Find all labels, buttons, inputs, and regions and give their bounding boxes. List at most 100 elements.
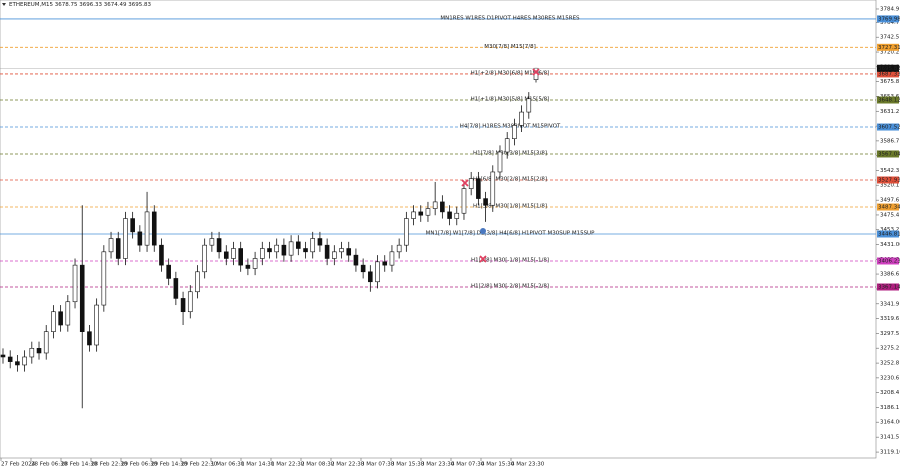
- y-tick-label: 3431.00: [880, 242, 900, 248]
- level-price-box: [877, 15, 899, 23]
- candle-body: [360, 264, 366, 273]
- candle-body: [87, 331, 92, 346]
- level-price-box: [877, 96, 899, 104]
- y-tick-label: 3520.1: [880, 183, 899, 189]
- y-tick-label: 3297.5: [880, 331, 900, 337]
- candle-body: [166, 264, 171, 279]
- candle-body: [51, 311, 56, 332]
- candle-body: [115, 238, 121, 259]
- candle-body: [108, 238, 114, 253]
- y-tick-label: 3784.9: [880, 6, 900, 12]
- candle-body: [440, 201, 445, 213]
- candle-body: [461, 188, 467, 214]
- y-tick-label: 3186.1: [880, 405, 899, 411]
- level-text: H1[+2/8] M30[6/8] M15[6/8]: [471, 70, 550, 76]
- candle-body: [454, 212, 460, 219]
- x-tick-label: 29 Feb 06:30: [121, 462, 158, 468]
- y-tick-label: 3475.4: [880, 212, 900, 218]
- y-tick-label: 3542.3: [880, 168, 900, 174]
- candle-body: [238, 248, 243, 266]
- candle-body: [101, 251, 107, 306]
- x-tick-label: 4 Mar 23:30: [511, 462, 545, 468]
- x-tick-label: 27 Feb 2024: [1, 462, 36, 468]
- candle-body: [231, 248, 236, 259]
- y-tick-label: 3141.5: [880, 435, 900, 441]
- level-text: H1[+1/8] M30[5/8] M15[5/8]: [471, 97, 550, 103]
- x-tick-label: 28 Feb 06:30: [31, 462, 68, 468]
- candle-body: [72, 264, 78, 303]
- level-price-box: [877, 123, 899, 131]
- level-text: MN1RES W1RES D1PIVOT H4RES M30RES M15RES: [440, 15, 580, 21]
- y-tick-label: 3275.2: [880, 346, 899, 352]
- level-price-label: 3527.93: [878, 177, 900, 183]
- y-tick-label: 3631.2: [880, 109, 899, 115]
- level-price-label: 3487.34: [878, 205, 900, 211]
- candle-body: [7, 356, 13, 362]
- candle-body: [382, 261, 388, 266]
- candle-body: [468, 178, 474, 189]
- menu-arrow: [2, 3, 6, 6]
- candle-body: [296, 241, 301, 249]
- candle-body: [447, 211, 452, 219]
- signal-circle: [480, 228, 486, 234]
- candle-body: [79, 264, 85, 332]
- current-price-label: 3695.83: [878, 66, 900, 72]
- x-tick-label: 2 Mar 08:30: [301, 462, 335, 468]
- level-price-box: [877, 150, 899, 158]
- signal-cross: [532, 68, 540, 76]
- x-tick-label: 29 Feb 14:30: [151, 462, 188, 468]
- level-price-label: 3607.52: [878, 125, 900, 131]
- candle-body: [29, 348, 35, 358]
- x-tick-label: 4 Mar 07:30: [451, 462, 485, 468]
- y-tick-label: 3586.7: [880, 138, 900, 144]
- level-price-label: 3406.23: [878, 258, 900, 264]
- level-text: M30[7/8] M15[7/8]: [484, 44, 536, 50]
- candle-body: [519, 111, 524, 126]
- candle-body: [259, 248, 265, 259]
- candle-body: [94, 304, 99, 346]
- level-price-label: 3367.14: [878, 285, 900, 291]
- candle-body: [245, 264, 251, 269]
- candle-body: [252, 258, 258, 269]
- candle-body: [332, 251, 337, 259]
- level-price-box: [877, 283, 899, 291]
- x-tick-label: 1 Mar 22:30: [271, 462, 305, 468]
- candle-body: [504, 138, 510, 153]
- candle-body: [389, 251, 395, 266]
- x-tick-label: 28 Feb 14:30: [61, 462, 98, 468]
- y-tick-label: 3675.8: [880, 79, 900, 85]
- candle-body: [425, 208, 431, 216]
- candle-body: [173, 278, 179, 299]
- candle-body: [526, 98, 532, 113]
- y-tick-label: 3164.00: [880, 420, 900, 426]
- level-price-box: [877, 230, 899, 238]
- candle-body: [375, 261, 380, 283]
- y-tick-label: 3453.2: [880, 227, 899, 233]
- level-price-box: [877, 176, 899, 184]
- signal-cross: [461, 179, 469, 187]
- candle-body: [202, 244, 207, 273]
- x-tick-label: 3 Mar 15:30: [391, 462, 425, 468]
- x-tick-label: 2 Mar 22:30: [331, 462, 365, 468]
- candle-body: [432, 201, 438, 209]
- level-text: H1[6/8] M30[2/8] M15[2/8]: [473, 176, 547, 182]
- y-tick-label: 3208.4: [880, 390, 900, 396]
- candle-body: [339, 248, 344, 253]
- x-tick-label: 1 Mar 14:30: [241, 462, 275, 468]
- candle-body: [58, 311, 63, 326]
- candle-body: [36, 348, 42, 354]
- candle-body: [512, 125, 517, 139]
- candle-body: [310, 238, 316, 253]
- signal-cross: [479, 255, 487, 263]
- level-price-box: [877, 257, 899, 265]
- candle-body: [497, 151, 503, 173]
- candle-body: [353, 254, 359, 266]
- level-price-label: 3769.98: [878, 16, 900, 22]
- candle-body: [151, 211, 157, 246]
- candle-body: [396, 244, 402, 253]
- candle-body: [324, 244, 330, 259]
- x-tick-label: 1 Mar 06:30: [211, 462, 245, 468]
- candle-body: [209, 238, 215, 246]
- candle-body: [159, 244, 164, 266]
